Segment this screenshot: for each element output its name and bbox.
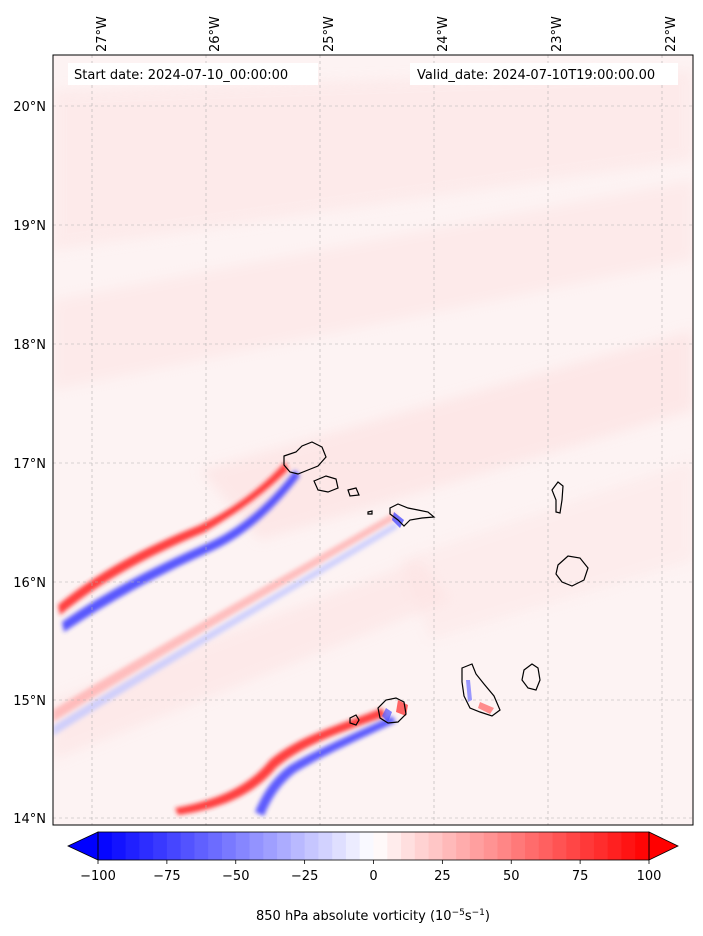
colorbar-step [621,832,636,860]
island-raso [367,510,373,515]
lon-tick-labels: 27°W 26°W 25°W 24°W 23°W 22°W [95,16,679,52]
colorbar-step [166,832,182,860]
colorbar-step [497,832,512,860]
lat-tick-labels: 20°N 19°N 18°N 17°N 16°N 15°N 14°N [13,100,46,827]
island-sao-nicolau [389,503,436,527]
colorbar-step [249,832,264,860]
colorbar-step [442,832,457,860]
island-brava [349,714,360,726]
colorbar-step [208,832,223,860]
colorbar-step [139,832,154,860]
colorbar-step [111,832,127,860]
colorbar-step [552,832,567,860]
colorbar-step [263,832,278,860]
lat-label-14n: 14°N [13,812,46,827]
island-boa-vista [555,555,589,587]
island-santiago [461,663,501,717]
colorbar-step [290,832,306,860]
colorbar-step [194,832,209,860]
colorbar-step [456,832,471,860]
colorbar-tick-label: −75 [153,869,180,884]
lat-label-15n: 15°N [13,694,46,709]
island-santo-antao [283,441,327,475]
lon-label-26w: 26°W [208,16,223,52]
colorbar-max-extend [648,831,679,861]
colorbar-step [332,832,347,860]
lat-label-17n: 17°N [13,457,46,472]
colorbar-step [580,832,595,860]
colorbar-tick-label: −100 [80,869,116,884]
colorbar-tick-label: 100 [637,869,662,884]
lat-label-19n: 19°N [13,219,46,234]
colorbar-step [511,832,526,860]
colorbar-step [98,832,113,860]
colorbar-step [469,832,485,860]
start-date-label: Start date: 2024-07-10_00:00:00 [74,68,288,83]
lon-label-23w: 23°W [550,16,565,52]
colorbar-step [414,832,430,860]
valid-date-box [410,63,678,85]
colorbar-step [566,832,581,860]
colorbar-tick-label: 0 [369,869,377,884]
colorbar-step [538,832,554,860]
colorbar-step [304,832,320,860]
start-date-box [68,63,318,85]
colorbar-step [277,832,292,860]
colorbar-step [607,832,623,860]
colorbar: −100 −75 −50 −25 0 25 50 75 100 850 hPa absolute… [67,831,679,924]
map-frame [52,54,694,826]
lon-label-24w: 24°W [436,16,451,52]
colorbar-tick-label: 50 [503,869,520,884]
colorbar-step [153,832,168,860]
coastlines [283,441,589,726]
central-wake-blue [53,522,398,736]
colorbar-label: 850 hPa absolute vorticity (10−5s−1) [256,908,490,924]
colorbar-steps [98,832,650,860]
colorbar-step [359,832,375,860]
vorticity-field [53,70,693,816]
colorbar-step [373,832,388,860]
colorbar-step [483,832,499,860]
island-santa-luzia [347,487,360,497]
colorbar-step [593,832,609,860]
island-fogo [377,697,407,724]
colorbar-step [235,832,251,860]
colorbar-step [401,832,416,860]
colorbar-step [387,832,402,860]
colorbar-step [221,832,237,860]
colorbar-tick-label: −25 [291,869,318,884]
colorbar-ticks: −100 −75 −50 −25 0 25 50 75 100 [80,860,661,884]
lon-label-25w: 25°W [322,16,337,52]
island-sao-vicente [313,475,339,493]
north-wake-red [58,462,288,615]
lon-label-22w: 22°W [664,16,679,52]
gridlines [53,55,693,825]
island-sal [551,481,564,514]
colorbar-step [525,832,540,860]
south-wake-red [175,708,386,815]
colorbar-step [635,832,650,860]
colorbar-step [428,832,443,860]
island-maio [521,663,541,691]
central-wake-red [53,512,398,722]
colorbar-tick-label: 25 [434,869,451,884]
lat-label-20n: 20°N [13,100,46,115]
colorbar-tick-label: 75 [572,869,589,884]
colorbar-min-extend [67,831,99,861]
colorbar-tick-label: −50 [222,869,249,884]
lat-label-16n: 16°N [13,576,46,591]
north-wake-blue [62,470,300,632]
colorbar-step [345,832,361,860]
lon-label-27w: 27°W [95,16,110,52]
lat-label-18n: 18°N [13,338,46,353]
colorbar-step [318,832,333,860]
colorbar-step [125,832,140,860]
colorbar-step [180,832,196,860]
south-wake-blue [255,716,396,816]
valid-date-label: Valid_date: 2024-07-10T19:00:00.00 [417,68,655,83]
